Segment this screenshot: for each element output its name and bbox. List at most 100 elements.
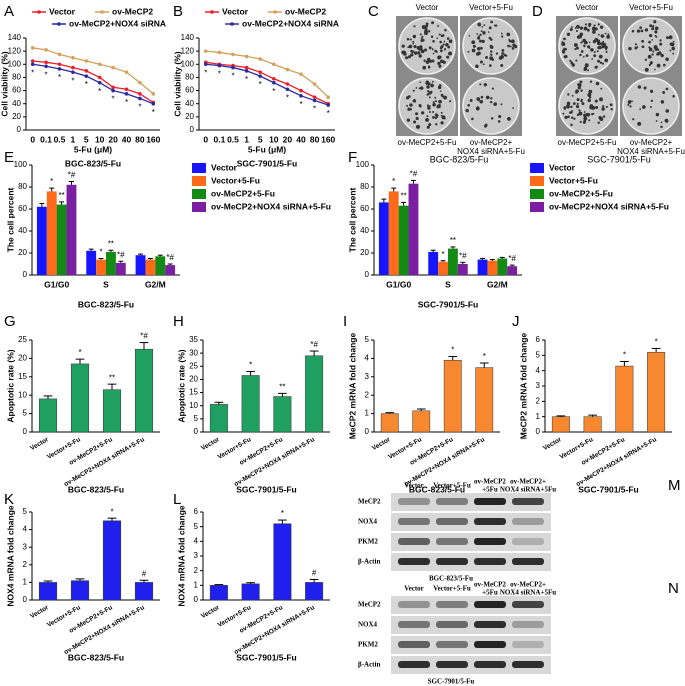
colony [631, 100, 633, 103]
significance-mark: * [110, 507, 113, 516]
row-label: PKM2 [358, 641, 378, 649]
colony [502, 53, 505, 55]
colony [406, 104, 409, 107]
colony [427, 90, 430, 93]
dish [462, 77, 520, 135]
colony [597, 59, 600, 63]
y-tick-label: 80 [185, 73, 194, 82]
colony [580, 41, 583, 44]
colony [607, 33, 610, 36]
colony [586, 28, 590, 32]
x-tick-label: 0.1 [213, 134, 225, 144]
colony [587, 69, 589, 72]
band [398, 661, 430, 668]
colony [589, 80, 593, 83]
y-axis-label: MeCP2 mRNA fold change [518, 333, 528, 440]
colony [575, 91, 578, 94]
bar [46, 191, 57, 275]
y-tick-label: 0 [17, 125, 22, 134]
y-tick-label: 40 [185, 99, 194, 108]
colony [610, 108, 613, 111]
colony [489, 56, 494, 61]
image-caption: BGC-823/5-Fu [430, 154, 489, 164]
colony [584, 63, 589, 68]
colony [430, 83, 434, 88]
colony [407, 107, 411, 111]
blot-strip [391, 596, 551, 614]
lane-label: Vector [404, 482, 424, 490]
legend-label: ov-MeCP2+NOX4 siRNA [69, 18, 166, 28]
band [398, 558, 430, 565]
y-tick-label: 25 [189, 361, 198, 370]
y-axis-label: NOX4 mRNA fold change [176, 505, 186, 606]
point [258, 70, 263, 74]
point [217, 63, 222, 68]
colony [427, 106, 431, 110]
colony [587, 92, 592, 97]
colony [662, 63, 666, 67]
colony [434, 96, 437, 99]
colony [597, 45, 602, 50]
subtitle: SGC-7901/5-Fu [578, 484, 638, 494]
colony [593, 54, 597, 58]
band [474, 641, 506, 648]
panel-label: A [4, 3, 14, 20]
colony [600, 46, 603, 49]
x-tick-label: 10 [95, 134, 105, 144]
significance-mark: *# [68, 171, 76, 180]
colony [415, 87, 418, 89]
colony [467, 103, 470, 107]
bar [378, 202, 389, 275]
colony [564, 115, 568, 120]
point [57, 62, 62, 67]
band [474, 518, 506, 525]
subtitle: BGC-823/5-Fu [65, 158, 121, 168]
colony [482, 63, 485, 66]
significance-mark: *# [459, 251, 467, 260]
colony [577, 83, 581, 87]
significance-mark: * [78, 348, 81, 357]
colony [440, 49, 443, 53]
point [138, 96, 142, 101]
bar [305, 582, 324, 601]
band [436, 641, 468, 648]
colony [483, 83, 488, 87]
colony [419, 105, 422, 108]
colony [438, 99, 442, 104]
significance-mark: * [655, 338, 658, 347]
colony [585, 54, 589, 58]
point [312, 82, 317, 86]
legend-swatch [57, 22, 61, 26]
colony [423, 59, 426, 62]
point [258, 57, 263, 61]
colony [600, 42, 604, 46]
image-label: NOX4 siRNA+5-Fu [457, 147, 525, 156]
lane-label: ov-MeCP2 [474, 581, 506, 589]
colony [432, 116, 435, 119]
colony [465, 108, 469, 113]
colony [434, 100, 438, 103]
bar [96, 259, 106, 275]
point [272, 76, 276, 81]
colony [432, 102, 436, 107]
colony [594, 27, 598, 31]
bar [305, 355, 324, 433]
colony [562, 112, 565, 115]
subtitle: SGC-7901/5-Fu [418, 299, 478, 309]
point [326, 103, 331, 107]
point [299, 88, 303, 93]
y-tick-label: 30 [189, 348, 198, 357]
point [124, 70, 129, 74]
colony [498, 114, 502, 119]
colony [575, 30, 579, 33]
legend-swatch [192, 163, 206, 173]
significance-mark: *# [140, 332, 148, 341]
image-caption: SGC-7901/5-Fu [587, 154, 651, 164]
legend-swatch [192, 202, 206, 212]
colony [439, 55, 442, 59]
bar [412, 410, 431, 433]
significance-mark: ** [58, 191, 64, 200]
y-tick-label: 20 [18, 354, 27, 363]
colony [471, 40, 476, 45]
colony [448, 51, 453, 56]
